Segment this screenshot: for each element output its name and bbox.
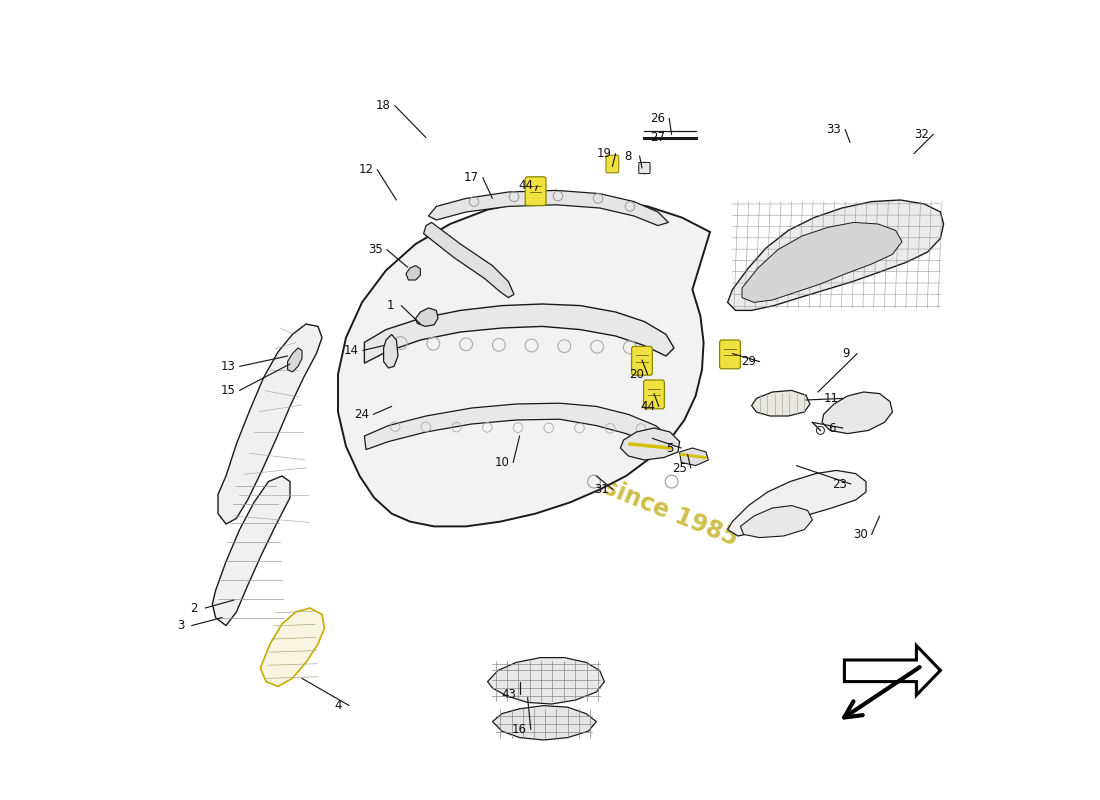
Polygon shape: [406, 266, 420, 280]
Polygon shape: [680, 448, 708, 466]
Text: 44: 44: [640, 400, 656, 413]
Polygon shape: [287, 348, 303, 372]
Polygon shape: [218, 324, 322, 524]
Polygon shape: [416, 308, 438, 326]
Text: 6: 6: [828, 422, 835, 434]
Polygon shape: [364, 304, 674, 363]
Text: 16: 16: [513, 723, 527, 736]
Polygon shape: [364, 403, 674, 454]
Text: 11: 11: [824, 392, 839, 405]
Polygon shape: [428, 190, 669, 226]
Text: 4: 4: [334, 699, 342, 712]
Text: a passion for parts since 1985: a passion for parts since 1985: [359, 378, 741, 550]
Text: 2: 2: [190, 602, 198, 614]
Text: 10: 10: [495, 456, 509, 469]
Text: 9: 9: [843, 347, 849, 360]
Text: 15: 15: [221, 384, 235, 397]
Text: 1: 1: [386, 299, 394, 312]
Polygon shape: [212, 476, 290, 626]
Polygon shape: [487, 658, 604, 704]
Polygon shape: [740, 506, 813, 538]
Text: 35: 35: [368, 243, 383, 256]
Text: 12: 12: [359, 163, 374, 176]
Text: 33: 33: [826, 123, 842, 136]
Text: 24: 24: [354, 408, 370, 421]
Text: 13: 13: [221, 360, 235, 373]
Text: 5: 5: [667, 442, 673, 454]
Text: 26: 26: [650, 112, 666, 125]
Polygon shape: [845, 646, 940, 695]
Polygon shape: [751, 390, 810, 416]
Polygon shape: [727, 470, 866, 536]
Text: 29: 29: [741, 355, 756, 368]
Text: 23: 23: [833, 478, 847, 490]
Text: 19: 19: [597, 147, 612, 160]
Text: 14: 14: [344, 344, 359, 357]
FancyBboxPatch shape: [639, 162, 650, 174]
Polygon shape: [822, 392, 892, 434]
Polygon shape: [620, 428, 680, 460]
Polygon shape: [742, 222, 902, 302]
Polygon shape: [424, 222, 514, 298]
FancyBboxPatch shape: [525, 177, 546, 206]
FancyBboxPatch shape: [644, 380, 664, 409]
Text: 20: 20: [629, 368, 644, 381]
Text: 32: 32: [914, 128, 929, 141]
Text: 27: 27: [650, 131, 666, 144]
Polygon shape: [493, 706, 596, 740]
Text: 43: 43: [500, 688, 516, 701]
Polygon shape: [727, 200, 944, 310]
Text: 25: 25: [672, 462, 688, 474]
Text: 3: 3: [177, 619, 184, 632]
Text: 31: 31: [595, 483, 609, 496]
Text: euro
parts: euro parts: [378, 297, 626, 471]
FancyBboxPatch shape: [606, 155, 619, 173]
Text: 44: 44: [518, 179, 534, 192]
Polygon shape: [338, 198, 710, 526]
FancyBboxPatch shape: [719, 340, 740, 369]
Text: 8: 8: [625, 150, 632, 162]
Polygon shape: [384, 334, 398, 368]
FancyBboxPatch shape: [631, 346, 652, 375]
Polygon shape: [261, 608, 324, 686]
Text: 17: 17: [464, 171, 480, 184]
Text: 30: 30: [852, 528, 868, 541]
Text: 18: 18: [376, 99, 390, 112]
